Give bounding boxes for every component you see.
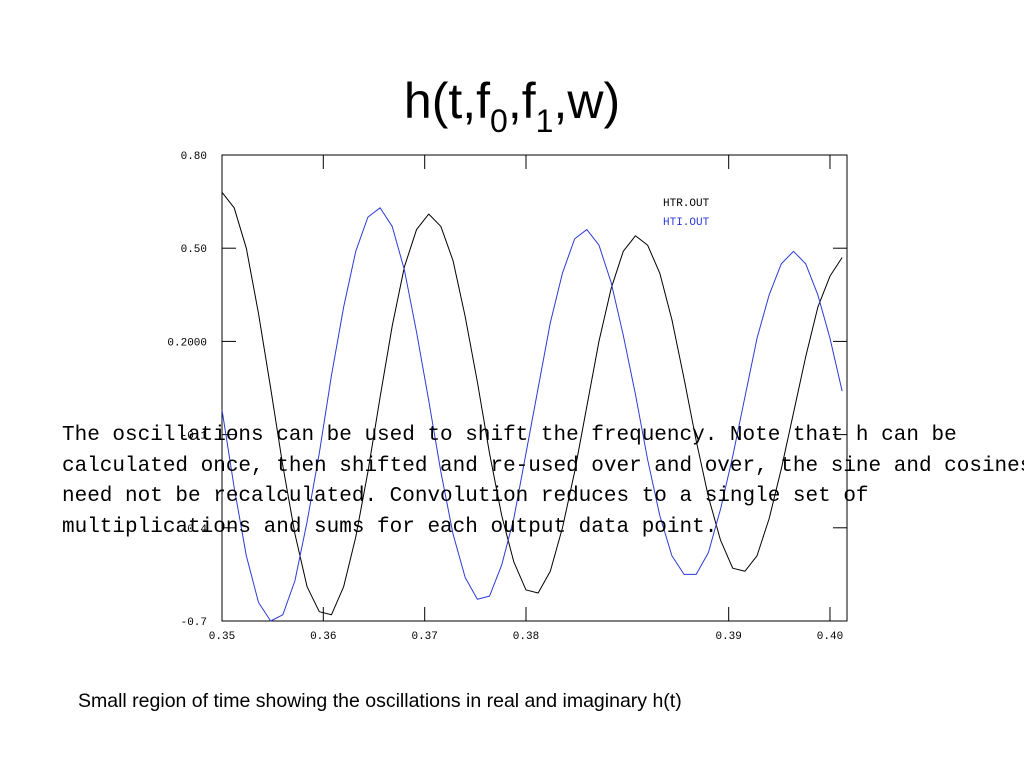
body-line: The oscillations can be used to shift th… — [62, 424, 957, 447]
y-tick-label: 0.80 — [181, 151, 207, 163]
title-sub: 0 — [490, 103, 508, 139]
legend-entry: HTI.OUT — [663, 217, 710, 229]
series-line — [221, 207, 843, 622]
plot-frame — [221, 154, 848, 622]
x-tick-label: 0.35 — [209, 631, 235, 643]
title-part: ,f — [508, 73, 536, 129]
caption: Small region of time showing the oscilla… — [78, 690, 682, 712]
body-line: multiplications and sums for each output… — [62, 516, 717, 539]
body-line: calculated once, then shifted and re-use… — [62, 455, 1024, 478]
x-tick-label: 0.40 — [817, 631, 843, 643]
y-tick-label: 0.2000 — [167, 337, 207, 349]
y-tick-label: -0.1 — [181, 431, 208, 443]
y-tick-label: -0.4 — [181, 524, 208, 536]
y-tick-label: 0.50 — [181, 244, 207, 256]
x-tick-label: 0.39 — [715, 631, 741, 643]
slide-title: h(t,f0,f1,w) — [404, 73, 620, 139]
body-line: need not be recalculated. Convolution re… — [62, 485, 869, 508]
title-part: ,w) — [553, 73, 620, 129]
x-tick-label: 0.38 — [513, 631, 539, 643]
legend-entry: HTR.OUT — [663, 198, 710, 210]
series-line — [221, 191, 843, 616]
body-text: The oscillations can be used to shift th… — [62, 424, 1024, 539]
title-part: h(t,f — [404, 73, 490, 129]
x-tick-label: 0.36 — [310, 631, 336, 643]
title-sub: 1 — [536, 103, 554, 139]
y-tick-label: -0.7 — [181, 617, 207, 629]
x-tick-label: 0.37 — [411, 631, 437, 643]
